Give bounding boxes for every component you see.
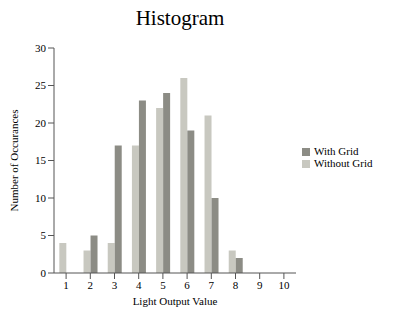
html-text:Histogram: Histogram <box>135 6 225 30</box>
svg-text:Light Output Value: Light Output Value <box>133 295 218 307</box>
svg-text:9: 9 <box>257 279 263 291</box>
svg-text:Number of Occurances: Number of Occurances <box>8 109 20 211</box>
svg-text:20: 20 <box>35 117 47 129</box>
svg-text:0: 0 <box>41 267 47 279</box>
svg-text:25: 25 <box>35 79 47 91</box>
svg-text:7: 7 <box>209 279 215 291</box>
svg-text:6: 6 <box>184 279 190 291</box>
svg-text:1: 1 <box>63 279 69 291</box>
svg-text:30: 30 <box>35 42 47 54</box>
html-text:Without Grid: Without Grid <box>314 156 373 169</box>
html-text:With Grid: With Grid <box>314 144 359 157</box>
svg-text:8: 8 <box>233 279 239 291</box>
svg-text:3: 3 <box>112 279 118 291</box>
svg-text:2: 2 <box>88 279 94 291</box>
svg-text:10: 10 <box>278 279 290 291</box>
svg-text:10: 10 <box>35 192 47 204</box>
svg-text:15: 15 <box>35 154 47 166</box>
svg-text:4: 4 <box>136 279 142 291</box>
svg-text:5: 5 <box>41 229 47 241</box>
svg-text:5: 5 <box>160 279 166 291</box>
